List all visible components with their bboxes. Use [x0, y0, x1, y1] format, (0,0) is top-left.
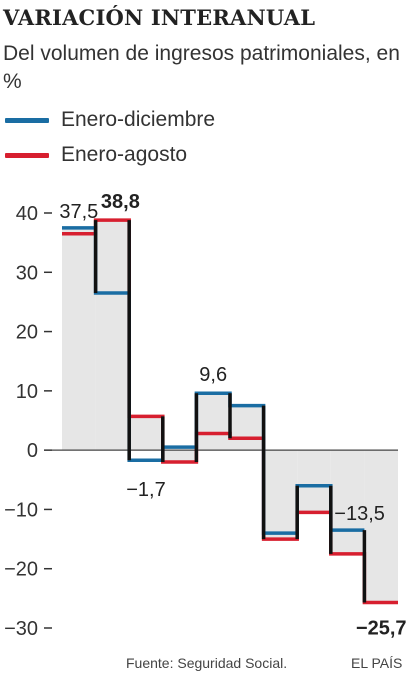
fill-period-1 [62, 227, 96, 451]
data-label-6: −25,7 [356, 618, 407, 640]
fill-period-6 [230, 405, 264, 451]
legend-swatch-blue [5, 117, 49, 123]
legend-swatch-red [5, 152, 49, 158]
fill-period-3 [129, 416, 163, 451]
chart-subtitle: Del volumen de ingresos patrimoniales, e… [3, 42, 400, 93]
source-note: Fuente: Seguridad Social. [126, 655, 288, 671]
legend-item-enero-agosto: Enero-agosto [5, 140, 187, 170]
fill-period-2 [95, 220, 130, 451]
fill-period-7 [263, 450, 298, 540]
y-tick-label-10: 10 [16, 381, 38, 403]
y-tick-label--10: −10 [4, 499, 38, 521]
data-label-4: 9,6 [199, 364, 227, 386]
chart-title: VARIACIÓN INTERANUAL [3, 5, 316, 30]
data-label-1: 37,5 [59, 201, 98, 223]
y-tick-label--30: −30 [4, 618, 38, 640]
data-label-3: −1,7 [126, 479, 165, 501]
y-tick-label-20: 20 [16, 322, 38, 344]
brand-label: EL PAÍS [351, 655, 403, 671]
series-line-enero-diciembre [62, 226, 365, 535]
fill-period-5 [196, 393, 230, 451]
data-label-2: 38,8 [101, 191, 140, 213]
legend-label-enero-diciembre: Enero-diciembre [61, 108, 216, 131]
fill-period-8 [297, 450, 331, 513]
fill-period-4 [162, 450, 197, 462]
fill-period-9 [330, 450, 365, 554]
step-line-chart: 40 30 20 10 0 −10 −20 −30 37,5 38,8 −1,7 9,6 −13,5 −2… [4, 191, 407, 640]
y-tick-label-0: 0 [27, 440, 38, 462]
fill-period-10 [364, 450, 398, 603]
data-label-5: −13,5 [334, 503, 385, 525]
y-tick-label-30: 30 [16, 262, 38, 284]
legend-label-enero-agosto: Enero-agosto [61, 143, 188, 166]
y-tick-label-40: 40 [16, 203, 38, 225]
y-tick-label--20: −20 [4, 559, 38, 581]
legend-item-enero-diciembre: Enero-diciembre [5, 105, 215, 135]
